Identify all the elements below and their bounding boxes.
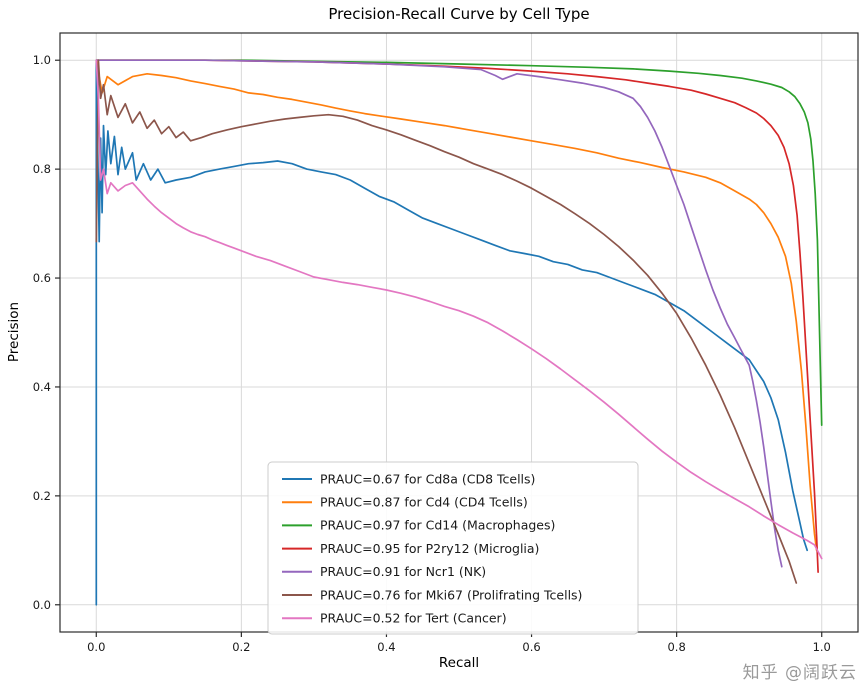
legend-label-tert: PRAUC=0.52 for Tert (Cancer) xyxy=(320,611,507,626)
series-lines xyxy=(95,59,823,606)
watermark: 知乎 @阔跃云 xyxy=(742,663,857,683)
series-line-cd14 xyxy=(95,59,823,426)
x-axis-label: Recall xyxy=(438,655,480,671)
series-line-p2ry12 xyxy=(95,59,819,573)
legend-label-ncr1: PRAUC=0.91 for Ncr1 (NK) xyxy=(320,564,486,579)
series-line-mki67 xyxy=(95,59,798,584)
y-tick-label: 0.4 xyxy=(33,380,51,394)
x-tick-label: 0.0 xyxy=(87,640,105,654)
axis-ticks: 0.0 0.2 0.4 0.6 0.8 1.0 0.0 0.2 0.4 0.6 0.8 1.0 xyxy=(33,53,831,654)
series-line-tert xyxy=(95,59,823,560)
y-tick-label: 0.8 xyxy=(33,162,51,176)
x-tick-label: 0.8 xyxy=(667,640,685,654)
x-tick-label: 0.4 xyxy=(377,640,395,654)
x-tick-label: 1.0 xyxy=(813,640,831,654)
y-axis-label: Precision xyxy=(6,301,22,363)
x-tick-label: 0.6 xyxy=(522,640,540,654)
legend-label-mki67: PRAUC=0.76 for Mki67 (Prolifrating Tcell… xyxy=(320,587,582,602)
legend-box xyxy=(267,461,639,635)
y-tick-label: 0.0 xyxy=(33,598,51,612)
y-tick-label: 1.0 xyxy=(33,53,51,67)
legend-label-cd8a: PRAUC=0.67 for Cd8a (CD8 Tcells) xyxy=(320,471,535,486)
x-tick-label: 0.2 xyxy=(232,640,250,654)
y-tick-label: 0.6 xyxy=(33,271,51,285)
series-line-cd8a xyxy=(95,59,809,606)
series-line-ncr1 xyxy=(95,59,783,568)
legend-label-p2ry12: PRAUC=0.95 for P2ry12 (Microglia) xyxy=(320,541,539,556)
legend-label-cd4: PRAUC=0.87 for Cd4 (CD4 Tcells) xyxy=(320,495,528,510)
legend: PRAUC=0.67 for Cd8a (CD8 Tcells) PRAUC=0.… xyxy=(267,461,639,635)
series-line-cd4 xyxy=(95,59,818,552)
y-tick-label: 0.2 xyxy=(33,489,51,503)
legend-label-cd14: PRAUC=0.97 for Cd14 (Macrophages) xyxy=(320,518,555,533)
chart-title: Precision-Recall Curve by Cell Type xyxy=(328,5,590,23)
